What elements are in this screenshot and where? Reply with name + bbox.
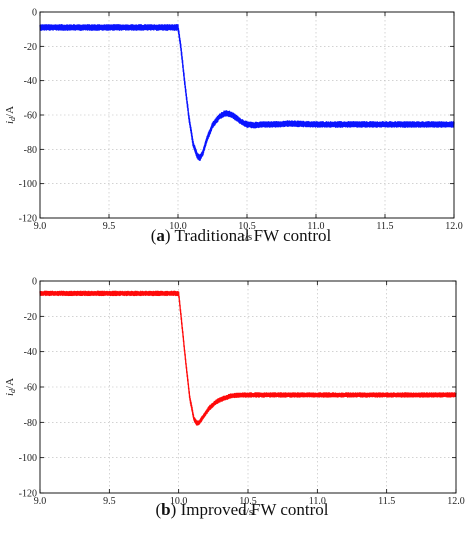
caption-open-paren: ( [156,500,162,519]
x-tick-label: 11.5 [376,221,393,232]
y-tick-label: -60 [24,111,37,122]
x-tick-label: 10.0 [169,221,187,232]
caption-text: Improved FW control [181,500,329,519]
y-axis-label-sub: d [8,116,17,121]
panel-caption: (b) Improved FW control [156,500,329,519]
x-tick-label: 10.5 [239,496,257,507]
x-tick-label: 9.0 [34,221,47,232]
y-tick-label: -120 [19,214,37,225]
caption-open-paren: ( [151,226,157,245]
x-tick-label: 10.0 [170,496,188,507]
y-axis-label-main: i [4,121,16,124]
series-line [39,290,457,426]
y-tick-label: -40 [24,76,37,87]
y-tick-label: -40 [24,347,37,358]
caption-close-paren: ) [165,226,175,245]
x-tick-label: 11.0 [307,221,324,232]
plot-area [40,12,454,218]
y-tick-label: -100 [19,453,37,464]
y-axis-label-unit: /A [4,378,16,389]
x-axis-label: t/s [243,506,253,518]
y-axis-label-sub: d [8,388,17,393]
y-tick-label: 0 [32,277,37,288]
x-tick-label: 10.5 [238,221,256,232]
caption-close-paren: ) [171,500,181,519]
y-tick-label: -80 [24,418,37,429]
chart-panel-b: 9.0 9.5 10.0 10.5 11.0 11.5 12.0 0 -20 -40 -60 -80 -… [4,277,465,520]
panel-caption: (a) Traditional FW control [151,226,332,245]
chart-panel-a: 9.0 9.5 10.0 10.5 11.0 11.5 12.0 0 -20 -40 -60 -80 -… [4,8,463,246]
series-line [39,24,455,162]
y-tick-label: -100 [19,179,37,190]
x-tick-label: 9.5 [103,221,116,232]
y-axis-label: id/A [4,106,17,124]
y-axis-label-unit: /A [4,106,16,117]
caption-letter: a [156,226,165,245]
x-tick-label: 11.5 [378,496,395,507]
y-tick-label: -60 [24,383,37,394]
y-axis-label: id/A [4,378,17,396]
x-axis-label: t/s [242,231,252,243]
caption-text: Traditional FW control [175,226,332,245]
y-axis-label-main: i [4,393,16,396]
y-tick-label: -20 [24,312,37,323]
y-tick-label: -80 [24,145,37,156]
y-tick-label: -20 [24,42,37,53]
caption-letter: b [161,500,170,519]
x-tick-label: 12.0 [447,496,465,507]
y-tick-label: 0 [32,8,37,19]
x-tick-label: 12.0 [445,221,463,232]
x-tick-label: 11.0 [309,496,326,507]
y-tick-label: -120 [19,489,37,500]
x-tick-label: 9.0 [34,496,47,507]
x-tick-label: 9.5 [103,496,116,507]
